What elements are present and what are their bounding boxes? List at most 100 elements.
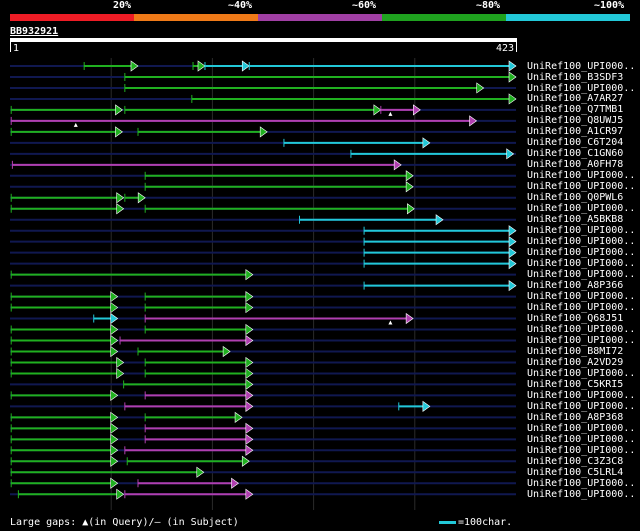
hit-link[interactable]: UniRef100_UPI000..	[527, 422, 636, 434]
hit-link[interactable]: UniRef100_UPI000..	[527, 400, 636, 412]
segment-arrow	[506, 148, 515, 160]
hit-link[interactable]: UniRef100_UPI000..	[527, 236, 636, 248]
hit-link[interactable]: UniRef100_UPI000..	[527, 444, 636, 456]
hit-link[interactable]: UniRef100_Q7TMB1	[527, 104, 624, 116]
segment-arrow	[116, 367, 125, 380]
hit-link[interactable]: UniRef100_C5KRI5	[527, 378, 624, 390]
segment-arrow	[245, 433, 254, 445]
segment-arrow	[110, 411, 119, 423]
segment-arrow	[245, 356, 254, 369]
hit-link[interactable]: UniRef100_Q8UWJ5	[527, 115, 624, 127]
segment-arrow	[405, 312, 414, 325]
segment-arrow	[110, 433, 119, 445]
score-band-cyan	[506, 14, 630, 21]
segment-arrow	[110, 323, 119, 336]
segment-arrow	[115, 104, 123, 116]
hit-link[interactable]: UniRef100_UPI000..	[527, 324, 636, 335]
segment-arrow	[413, 104, 421, 116]
segment-arrow	[508, 71, 517, 83]
segment-arrow	[245, 488, 254, 500]
gaps-legend: Large gaps: ▲(in Query)/– (in Subject)	[10, 517, 239, 528]
hit-link[interactable]: UniRef100_UPI000..	[527, 225, 636, 237]
hit-link[interactable]: UniRef100_UPI000..	[527, 389, 636, 401]
segment-arrow	[469, 115, 478, 127]
percent-label-40: ~40%	[228, 0, 253, 11]
alignment-plot	[10, 58, 517, 510]
segment-arrow	[110, 389, 119, 401]
segment-arrow	[197, 60, 206, 72]
segment-arrow	[110, 444, 119, 456]
segment-arrow	[245, 290, 254, 303]
segment-arrow	[508, 225, 517, 237]
segment-arrow	[110, 312, 119, 325]
hit-link[interactable]: UniRef100_A5BKB8	[527, 214, 624, 226]
query-gap-marker	[73, 122, 78, 127]
hit-link[interactable]: UniRef100_A8P368	[527, 411, 624, 423]
segment-arrow	[116, 488, 125, 500]
hit-link[interactable]: UniRef100_UPI000..	[527, 433, 636, 445]
segment-arrow	[508, 60, 517, 72]
query-name[interactable]: BB932921	[10, 26, 59, 37]
hit-link[interactable]: UniRef100_A8P366	[527, 280, 624, 292]
segment-arrow	[116, 192, 125, 204]
query-gap-marker	[388, 320, 393, 325]
hit-link[interactable]: UniRef100_UPI000..	[527, 82, 636, 94]
segment-arrow	[422, 400, 431, 412]
hit-link[interactable]: UniRef100_B8MI72	[527, 346, 624, 357]
score-band-red	[10, 14, 134, 21]
hit-link[interactable]: UniRef100_C1GN60	[527, 148, 624, 160]
hit-link[interactable]: UniRef100_UPI000..	[527, 335, 636, 346]
hit-link[interactable]: UniRef100_UPI000..	[527, 203, 636, 215]
segment-arrow	[508, 258, 517, 270]
segment-arrow	[245, 367, 254, 380]
hit-link[interactable]: UniRef100_A1CR97	[527, 126, 624, 138]
segment-arrow	[110, 422, 119, 434]
segment-arrow	[116, 203, 125, 215]
hit-link[interactable]: UniRef100_UPI000..	[527, 488, 636, 500]
hit-link[interactable]: UniRef100_UPI000..	[527, 291, 636, 303]
segment-arrow	[508, 280, 517, 292]
hit-link[interactable]: UniRef100_Q0PWL6	[527, 192, 624, 204]
segment-arrow	[115, 126, 123, 138]
hit-link[interactable]: UniRef100_C6T204	[527, 137, 624, 149]
percent-label-20: 20%	[113, 0, 132, 11]
hit-link[interactable]: UniRef100_B3SDF3	[527, 71, 624, 83]
segment-arrow	[110, 455, 119, 467]
hit-link[interactable]: UniRef100_C5LRL4	[527, 466, 624, 478]
percent-label-60: ~60%	[352, 0, 377, 11]
segment-arrow	[245, 334, 254, 347]
hit-link[interactable]: UniRef100_UPI000..	[527, 367, 636, 379]
hit-link[interactable]: UniRef100_UPI000..	[527, 258, 636, 270]
ruler-end-tick	[516, 42, 517, 52]
score-band-orange	[134, 14, 258, 21]
hit-link[interactable]: UniRef100_Q68J51	[527, 313, 624, 324]
segment-arrow	[245, 389, 254, 401]
hit-link[interactable]: UniRef100_A2VD29	[527, 357, 624, 368]
segment-arrow	[245, 422, 254, 434]
ruler-start: 1	[13, 43, 20, 54]
hit-link[interactable]: UniRef100_C3Z3C8	[527, 455, 624, 467]
hit-link[interactable]: UniRef100_A0FH78	[527, 159, 624, 171]
segment-arrow	[234, 411, 243, 423]
segment-arrow	[245, 400, 254, 412]
segment-arrow	[110, 334, 119, 347]
segment-arrow	[245, 378, 254, 391]
segment-arrow	[393, 159, 402, 171]
hit-link[interactable]: UniRef100_UPI000..	[527, 170, 636, 182]
segment-arrow	[241, 60, 250, 72]
hit-link[interactable]: UniRef100_A7AR27	[527, 93, 624, 105]
segment-arrow	[405, 181, 414, 193]
query-bar	[10, 38, 517, 42]
hit-link[interactable]: UniRef100_UPI000..	[527, 60, 636, 72]
segment-arrow	[222, 345, 231, 358]
segment-arrow	[435, 214, 444, 226]
hit-link[interactable]: UniRef100_UPI000..	[527, 181, 636, 193]
segment-arrow	[259, 126, 268, 138]
ruler-end: 423	[496, 43, 515, 54]
segment-arrow	[241, 455, 250, 467]
hit-link[interactable]: UniRef100_UPI000..	[527, 247, 636, 259]
score-band-green	[382, 14, 506, 21]
hit-link[interactable]: UniRef100_UPI000..	[527, 477, 636, 489]
hit-link[interactable]: UniRef100_UPI000..	[527, 269, 636, 281]
hit-link[interactable]: UniRef100_UPI000..	[527, 302, 636, 314]
